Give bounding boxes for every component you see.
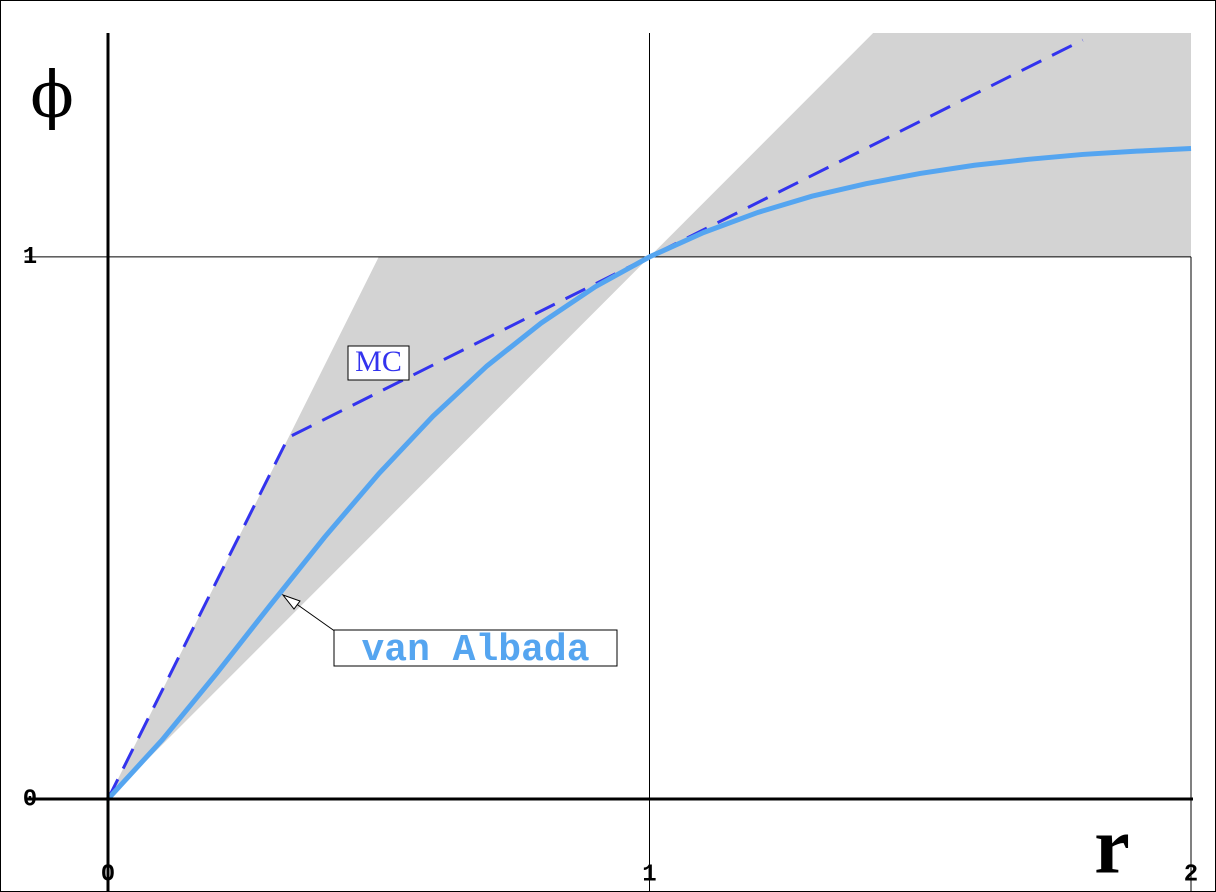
y-axis-label: ϕ: [30, 59, 74, 133]
x-tick-label: 1: [642, 861, 656, 888]
label-box: [347, 345, 410, 381]
series-line: [106, 145, 1192, 801]
series-label: MC: [355, 345, 402, 378]
series-label: van Albada: [361, 629, 589, 672]
arrow-head: [281, 593, 301, 610]
x-axis-label: r: [1094, 802, 1130, 890]
label-box: [333, 629, 618, 667]
tvd-region: [108, 33, 1191, 799]
y-tick-label: 1: [23, 244, 37, 271]
x-tick-label: 2: [1184, 861, 1198, 888]
series-line: [106, 38, 1084, 800]
